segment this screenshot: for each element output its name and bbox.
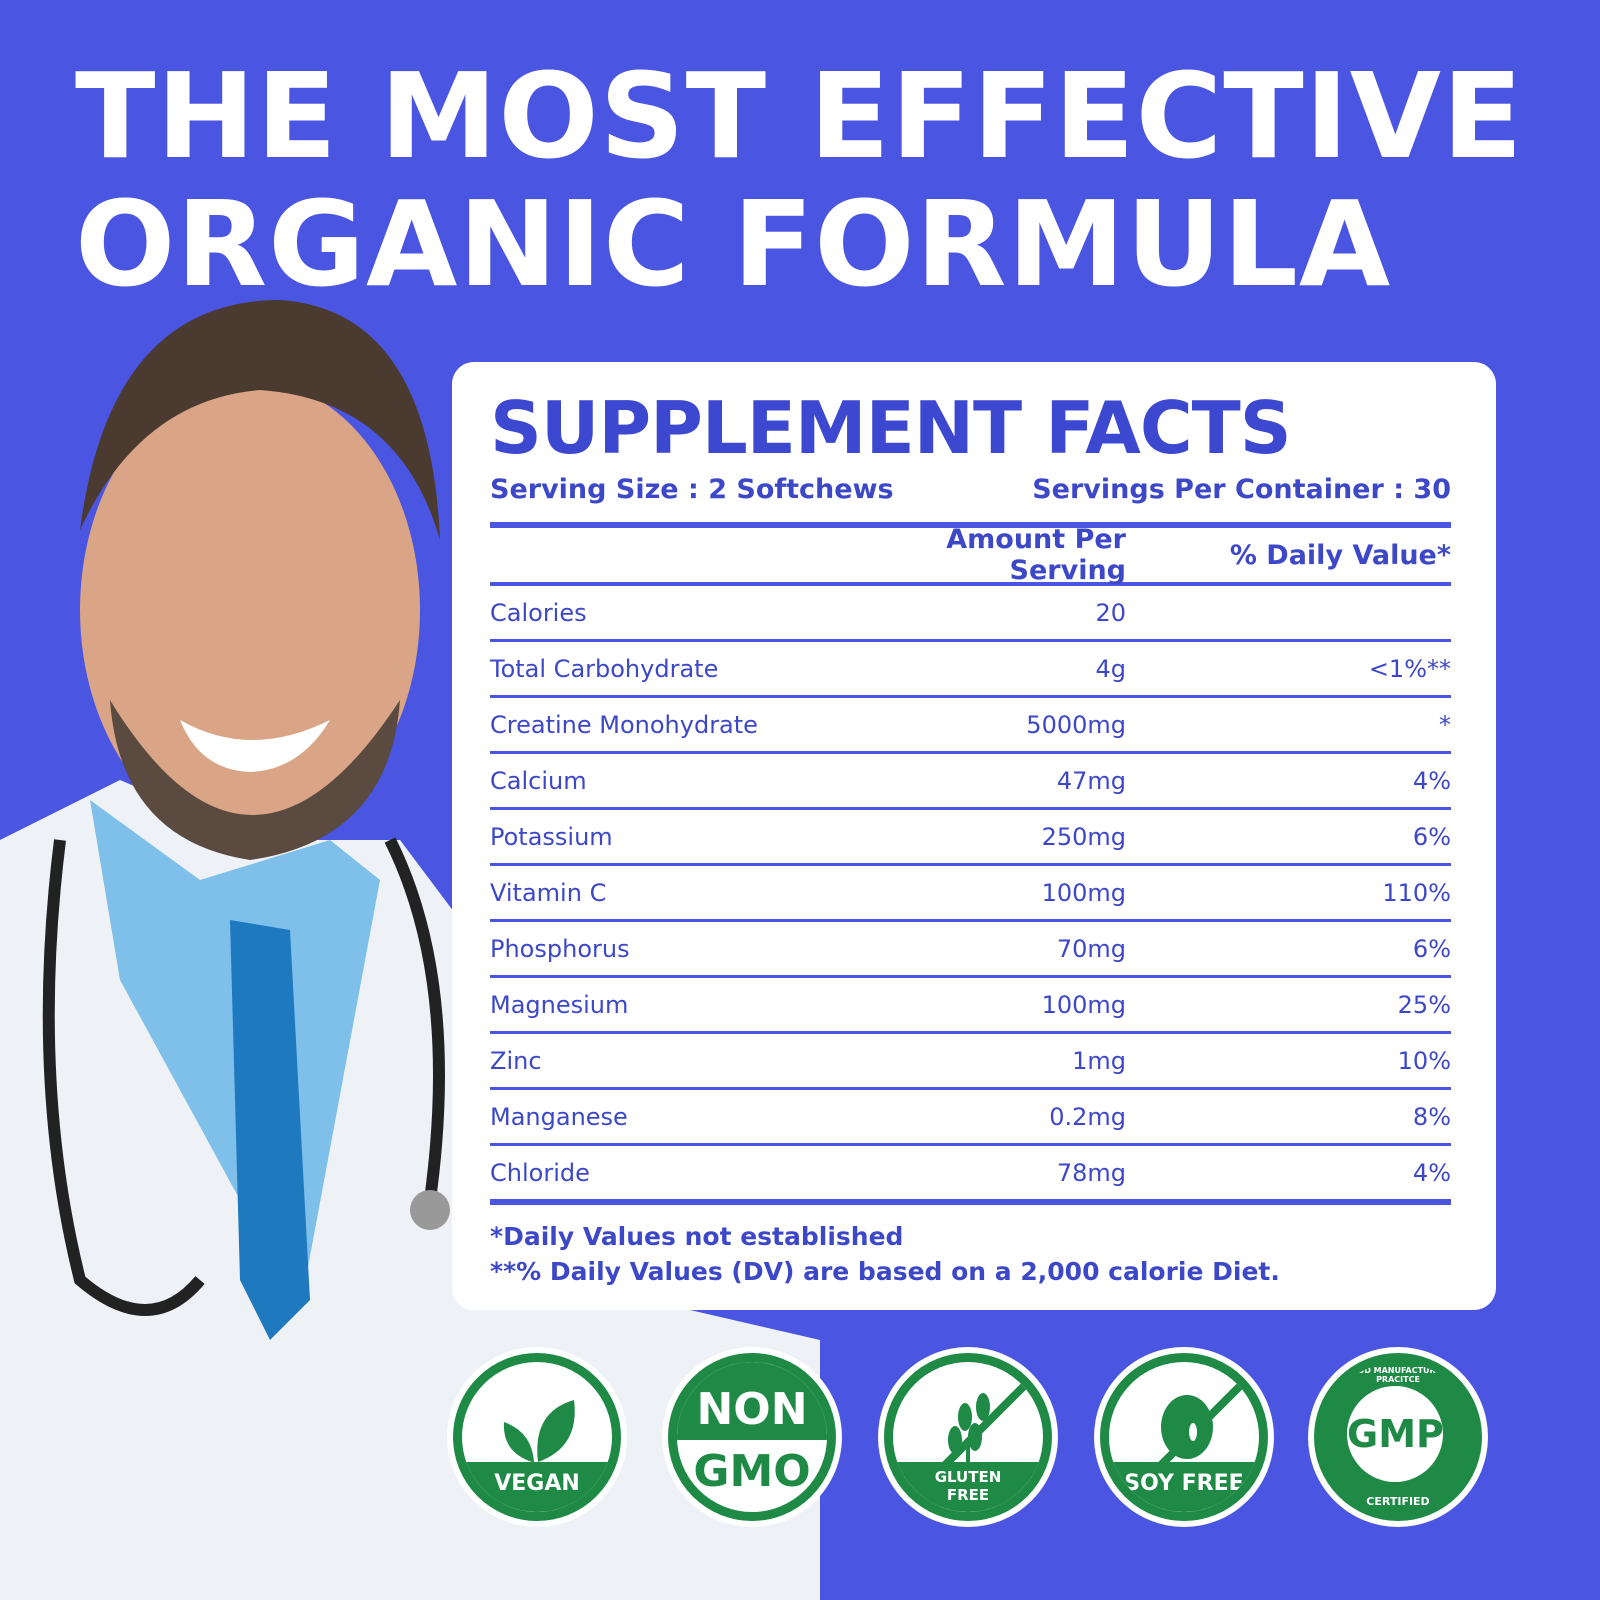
nutrient-name: Chloride bbox=[490, 1158, 590, 1187]
divider bbox=[490, 1143, 1451, 1146]
servings-per-container: Servings Per Container : 30 bbox=[1032, 474, 1451, 505]
col-dv: % Daily Value* bbox=[1229, 539, 1451, 571]
nutrient-row: Phosphorus 70mg 6% bbox=[490, 922, 1451, 975]
vegan-badge: VEGAN bbox=[447, 1347, 627, 1527]
nutrient-amount: 100mg bbox=[1041, 878, 1126, 907]
nutrient-dv: <1%** bbox=[1368, 654, 1451, 683]
nutrient-row: Calcium 47mg 4% bbox=[490, 754, 1451, 807]
nutrient-dv: 8% bbox=[1412, 1102, 1451, 1131]
nutrient-name: Calories bbox=[490, 598, 587, 627]
nutrient-dv: 6% bbox=[1412, 934, 1451, 963]
nutrient-dv: 25% bbox=[1397, 990, 1451, 1019]
nutrient-name: Total Carbohydrate bbox=[490, 654, 719, 683]
facts-title: SUPPLEMENT FACTS bbox=[490, 386, 1292, 470]
table-header: Amount Per Serving % Daily Value* bbox=[490, 524, 1451, 586]
divider bbox=[490, 582, 1451, 586]
divider bbox=[490, 1031, 1451, 1034]
divider bbox=[490, 695, 1451, 698]
free-label: FREE bbox=[946, 1486, 990, 1504]
nutrient-name: Calcium bbox=[490, 766, 587, 795]
nutrient-amount: 70mg bbox=[1056, 934, 1126, 963]
gluten-label: GLUTEN bbox=[934, 1468, 1002, 1486]
serving-size: Serving Size : 2 Softchews bbox=[490, 474, 894, 505]
nutrient-row: Vitamin C 100mg 110% bbox=[490, 866, 1451, 919]
nutrient-amount: 250mg bbox=[1041, 822, 1126, 851]
footnote-2: **% Daily Values (DV) are based on a 2,0… bbox=[490, 1257, 1280, 1286]
nutrient-name: Zinc bbox=[490, 1046, 542, 1075]
nutrient-row: Creatine Monohydrate 5000mg * bbox=[490, 698, 1451, 751]
nutrient-row: Total Carbohydrate 4g <1%** bbox=[490, 642, 1451, 695]
nutrient-row: Calories 20 bbox=[490, 586, 1451, 639]
nutrient-name: Manganese bbox=[490, 1102, 628, 1131]
nutrient-amount: 20 bbox=[1095, 598, 1126, 627]
nutrient-row: Magnesium 100mg 25% bbox=[490, 978, 1451, 1031]
headline-line-2: ORGANIC FORMULA bbox=[75, 175, 1392, 313]
nutrient-amount: 4g bbox=[1095, 654, 1126, 683]
divider bbox=[490, 807, 1451, 810]
headline-line-1: THE MOST EFFECTIVE bbox=[75, 47, 1524, 185]
gmo-label: GMO bbox=[693, 1446, 811, 1497]
nutrient-amount: 78mg bbox=[1056, 1158, 1126, 1187]
divider bbox=[490, 975, 1451, 978]
gmp-label: GMP bbox=[1347, 1386, 1444, 1482]
divider bbox=[490, 639, 1451, 642]
vegan-label: VEGAN bbox=[462, 1462, 612, 1512]
nutrient-amount: 1mg bbox=[1072, 1046, 1126, 1075]
nutrient-amount: 0.2mg bbox=[1049, 1102, 1126, 1131]
divider bbox=[490, 919, 1451, 922]
divider bbox=[490, 1199, 1451, 1205]
soy-free-label: SOY FREE bbox=[1109, 1462, 1259, 1512]
nutrient-name: Creatine Monohydrate bbox=[490, 710, 758, 739]
divider bbox=[490, 1087, 1451, 1090]
non-label: NON bbox=[677, 1362, 827, 1440]
leaf-icon bbox=[503, 1400, 575, 1462]
certified-label: CERTIFIED bbox=[1366, 1495, 1430, 1508]
nutrient-dv: * bbox=[1439, 710, 1451, 739]
nutrient-row: Manganese 0.2mg 8% bbox=[490, 1090, 1451, 1143]
nutrient-name: Phosphorus bbox=[490, 934, 630, 963]
divider bbox=[490, 522, 1451, 528]
headline: THE MOST EFFECTIVE ORGANIC FORMULA bbox=[75, 52, 1524, 308]
supplement-facts-card: SUPPLEMENT FACTS Serving Size : 2 Softch… bbox=[452, 362, 1496, 1310]
nutrient-dv: 6% bbox=[1412, 822, 1451, 851]
nutrient-name: Vitamin C bbox=[490, 878, 607, 907]
nutrient-amount: 5000mg bbox=[1026, 710, 1126, 739]
gmp-ring-text: GOOD MANUFACTURING PRACITCE bbox=[1344, 1366, 1452, 1384]
col-amount: Amount Per Serving bbox=[946, 524, 1126, 586]
nutrient-name: Potassium bbox=[490, 822, 613, 851]
nutrient-dv: 110% bbox=[1382, 878, 1451, 907]
nutrient-dv: 4% bbox=[1412, 1158, 1451, 1187]
footnote-1: *Daily Values not established bbox=[490, 1222, 904, 1251]
gluten-free-badge: GLUTEN FREE bbox=[878, 1347, 1058, 1527]
soy-free-badge: SOY FREE bbox=[1094, 1347, 1274, 1527]
nutrient-amount: 100mg bbox=[1041, 990, 1126, 1019]
divider bbox=[490, 751, 1451, 754]
nutrient-row: Chloride 78mg 4% bbox=[490, 1146, 1451, 1199]
nutrient-dv: 4% bbox=[1412, 766, 1451, 795]
gmp-badge: GMP GOOD MANUFACTURING PRACITCE CERTIFIE… bbox=[1308, 1347, 1488, 1527]
nutrient-dv: 10% bbox=[1397, 1046, 1451, 1075]
nutrient-row: Potassium 250mg 6% bbox=[490, 810, 1451, 863]
nutrient-name: Magnesium bbox=[490, 990, 629, 1019]
non-gmo-badge: NON GMO bbox=[662, 1347, 842, 1527]
nutrient-amount: 47mg bbox=[1056, 766, 1126, 795]
nutrient-row: Zinc 1mg 10% bbox=[490, 1034, 1451, 1087]
divider bbox=[490, 863, 1451, 866]
